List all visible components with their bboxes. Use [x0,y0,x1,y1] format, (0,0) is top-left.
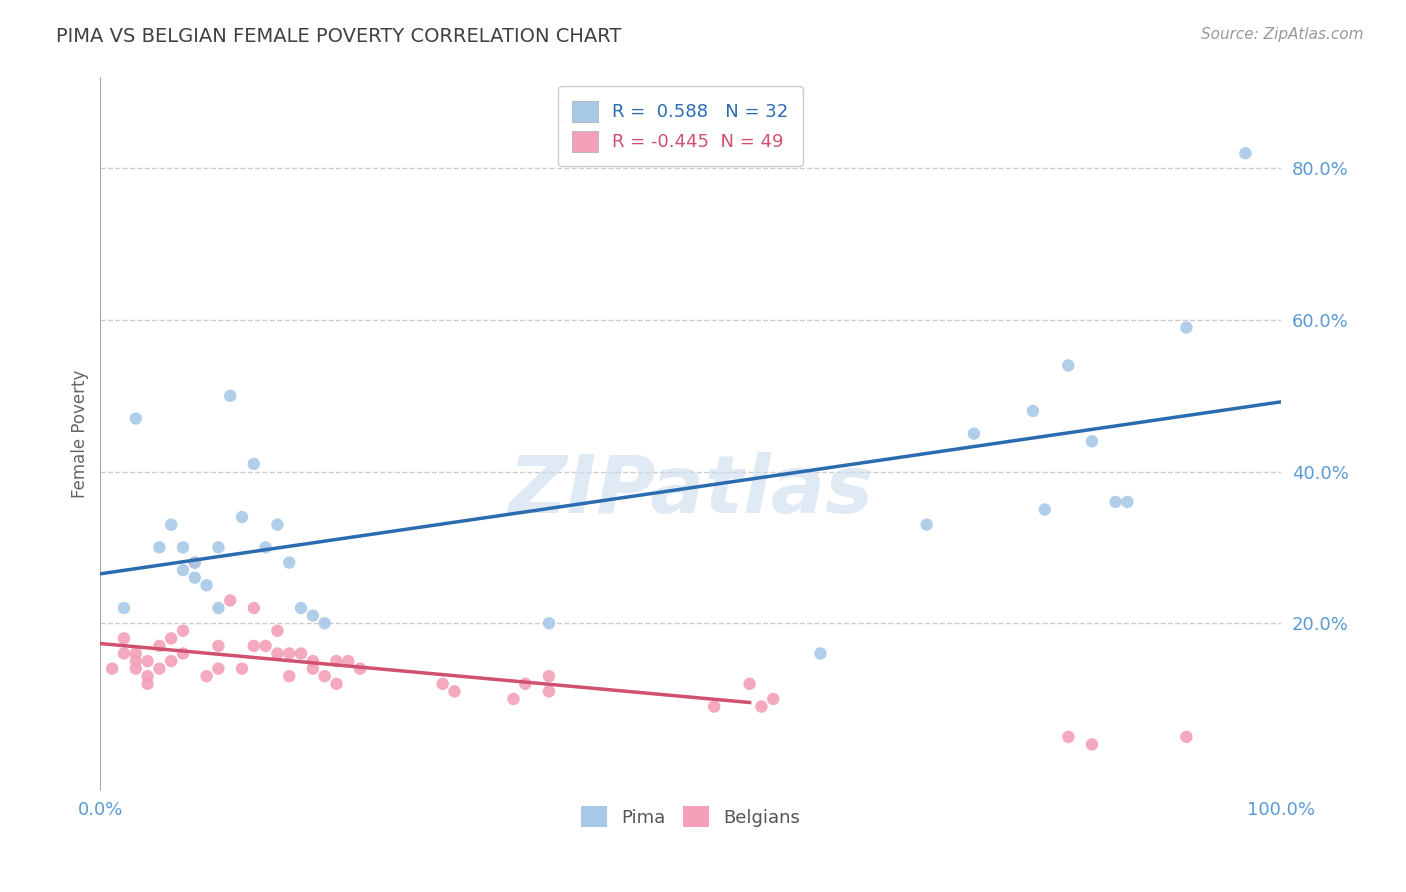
Point [266,624,288,638]
Point [207,541,229,555]
Point [1057,730,1080,744]
Point [443,684,465,698]
Point [112,632,135,646]
Point [810,647,832,661]
Point [266,517,288,532]
Point [172,624,194,638]
Text: Source: ZipAtlas.com: Source: ZipAtlas.com [1201,27,1364,42]
Point [148,662,170,676]
Point [314,669,336,683]
Point [160,654,183,668]
Point [184,556,207,570]
Point [337,654,360,668]
Point [502,692,524,706]
Point [302,608,325,623]
Point [219,389,242,403]
Point [136,654,159,668]
Point [537,669,560,683]
Point [160,517,183,532]
Point [963,426,986,441]
Point [148,639,170,653]
Point [515,677,537,691]
Point [325,677,347,691]
Point [195,669,218,683]
Point [101,662,124,676]
Point [195,578,218,592]
Point [125,662,148,676]
Point [1116,495,1139,509]
Point [207,601,229,615]
Point [160,632,183,646]
Point [184,556,207,570]
Point [231,510,253,524]
Point [231,662,253,676]
Point [125,647,148,661]
Point [915,517,938,532]
Point [125,411,148,425]
Point [432,677,454,691]
Point [125,654,148,668]
Point [254,639,277,653]
Point [243,457,266,471]
Point [278,556,301,570]
Point [537,684,560,698]
Point [148,541,170,555]
Point [302,654,325,668]
Point [243,639,266,653]
Point [219,593,242,607]
Text: ZIPatlas: ZIPatlas [508,451,873,530]
Legend: Pima, Belgians: Pima, Belgians [574,799,807,834]
Point [751,699,773,714]
Point [136,677,159,691]
Point [1175,320,1198,334]
Point [1033,502,1056,516]
Point [172,647,194,661]
Point [325,654,347,668]
Point [703,699,725,714]
Point [314,616,336,631]
Point [762,692,785,706]
Point [136,669,159,683]
Point [112,601,135,615]
Point [278,647,301,661]
Point [243,601,266,615]
Point [1081,738,1104,752]
Point [184,571,207,585]
Point [1057,359,1080,373]
Point [172,541,194,555]
Point [1081,434,1104,449]
Point [1175,730,1198,744]
Point [1104,495,1126,509]
Point [207,662,229,676]
Point [278,669,301,683]
Text: PIMA VS BELGIAN FEMALE POVERTY CORRELATION CHART: PIMA VS BELGIAN FEMALE POVERTY CORRELATI… [56,27,621,45]
Point [172,563,194,577]
Point [254,541,277,555]
Point [738,677,761,691]
Point [302,662,325,676]
Point [290,601,312,615]
Point [349,662,371,676]
Point [1022,404,1045,418]
Point [537,616,560,631]
Point [290,647,312,661]
Point [112,647,135,661]
Point [1234,146,1257,161]
Y-axis label: Female Poverty: Female Poverty [72,369,89,498]
Point [266,647,288,661]
Point [207,639,229,653]
